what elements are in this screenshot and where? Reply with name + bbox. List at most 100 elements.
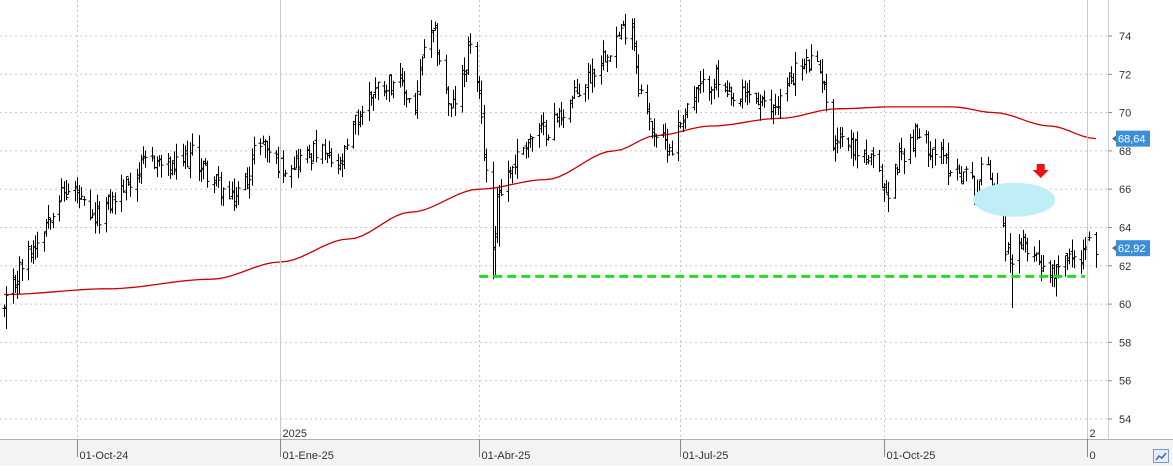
ohlc-bar — [961, 171, 966, 185]
ohlc-bar — [871, 147, 876, 168]
ohlc-bar — [528, 133, 533, 148]
ohlc-bar — [939, 142, 944, 164]
ohlc-bar — [636, 54, 641, 97]
ohlc-bar — [773, 93, 778, 116]
ohlc-bar — [437, 49, 442, 65]
ohlc-bar — [599, 55, 604, 85]
y-tick-label: 68 — [1119, 146, 1131, 158]
ohlc-bar — [453, 86, 458, 116]
ohlc-bar — [670, 140, 675, 156]
ohlc-bar — [429, 20, 434, 58]
ohlc-bar — [815, 50, 820, 63]
y-tick-label: 56 — [1119, 376, 1131, 388]
ohlc-bar — [946, 142, 951, 186]
ohlc-bar — [93, 202, 98, 234]
ohlc-bar — [59, 178, 64, 202]
ohlc-bar — [524, 141, 529, 159]
ohlc-bar — [869, 153, 874, 166]
ohlc-bar — [725, 80, 730, 98]
ohlc-bar — [95, 194, 100, 227]
ohlc-bar — [559, 101, 564, 126]
ohlc-bar — [1067, 248, 1072, 265]
ohlc-bar — [955, 158, 960, 181]
ohlc-bar — [356, 109, 361, 136]
last-value-tag: 62,92 — [1112, 240, 1150, 257]
ohlc-bar — [373, 77, 378, 99]
ohlc-bar — [57, 195, 62, 222]
ohlc-bar — [986, 156, 991, 166]
ohlc-bar — [911, 129, 916, 153]
ohlc-bar — [371, 94, 376, 111]
y-tick-label: 54 — [1119, 414, 1131, 426]
ohlc-bar — [309, 153, 314, 171]
ohlc-bar — [738, 98, 743, 107]
ohlc-bar — [261, 135, 266, 144]
ohlc-bar — [893, 163, 898, 199]
ohlc-bar — [853, 138, 858, 161]
ohlc-bar — [645, 84, 650, 115]
ohlc-bar — [353, 114, 358, 135]
ohlc-bar — [1056, 255, 1061, 279]
ohlc-bar — [66, 183, 71, 195]
ohlc-bar — [407, 98, 412, 103]
ohlc-bar — [619, 24, 624, 40]
ohlc-bar — [274, 150, 279, 164]
ohlc-bar — [31, 240, 36, 264]
last-value-pointer — [1112, 245, 1116, 252]
ohlc-bar — [941, 138, 946, 164]
ohlc-bar — [639, 84, 644, 95]
ohlc-bar — [913, 123, 918, 158]
ohlc-bar — [77, 184, 82, 209]
ohlc-bar — [667, 143, 672, 156]
ohlc-bar — [351, 120, 356, 149]
ohlc-bar — [358, 110, 363, 128]
ohlc-bar — [400, 67, 405, 87]
ohlc-bar — [415, 80, 420, 119]
ohlc-bar — [168, 156, 173, 179]
ohlc-bar — [2, 304, 7, 317]
ohlc-bar — [926, 131, 931, 168]
ohlc-bar — [800, 58, 805, 81]
ohlc-bar — [227, 181, 232, 200]
ohlc-bar — [360, 105, 365, 125]
ohlc-bar — [491, 161, 496, 280]
last-value-box — [1116, 130, 1150, 147]
ohlc-bar — [762, 90, 767, 108]
ohlc-bar — [544, 119, 549, 147]
ohlc-bar — [539, 114, 544, 133]
ohlc-bar — [678, 122, 683, 129]
ohlc-bar — [323, 139, 328, 160]
ohlc-bar — [654, 134, 659, 148]
ohlc-bar — [880, 163, 885, 189]
ohlc-bar — [1021, 229, 1026, 251]
ohlc-bar — [583, 84, 588, 102]
ohlc-bar — [1048, 260, 1053, 283]
ohlc-bar — [864, 139, 869, 166]
moving-average — [4, 106, 1097, 296]
ohlc-bar — [776, 96, 781, 115]
down-arrow-icon — [1032, 163, 1049, 178]
ohlc-bar — [521, 146, 526, 155]
ohlc-bar — [851, 132, 856, 167]
y-tick-label: 64 — [1119, 223, 1131, 235]
ohlc-bar — [212, 176, 217, 194]
ohlc-bar — [849, 129, 854, 159]
ohlc-bar — [855, 131, 860, 169]
ohlc-bar — [701, 68, 706, 93]
ohlc-bar — [1017, 234, 1022, 274]
ohlc-bar — [707, 75, 712, 101]
ohlc-bar — [143, 150, 148, 168]
ohlc-bar — [835, 127, 840, 154]
ohlc-bar — [446, 86, 451, 117]
ohlc-bar — [561, 109, 566, 128]
ohlc-bar — [391, 80, 396, 99]
chart-settings-icon[interactable] — [1153, 449, 1169, 463]
ohlc-bar — [930, 148, 935, 169]
ohlc-bar — [387, 74, 392, 102]
ohlc-bar — [26, 240, 31, 281]
ohlc-bar — [731, 92, 736, 107]
ohlc-bar — [902, 148, 907, 175]
ohlc-bar — [698, 70, 703, 94]
ohlc-bar — [48, 217, 53, 230]
ohlc-bar — [933, 138, 938, 166]
